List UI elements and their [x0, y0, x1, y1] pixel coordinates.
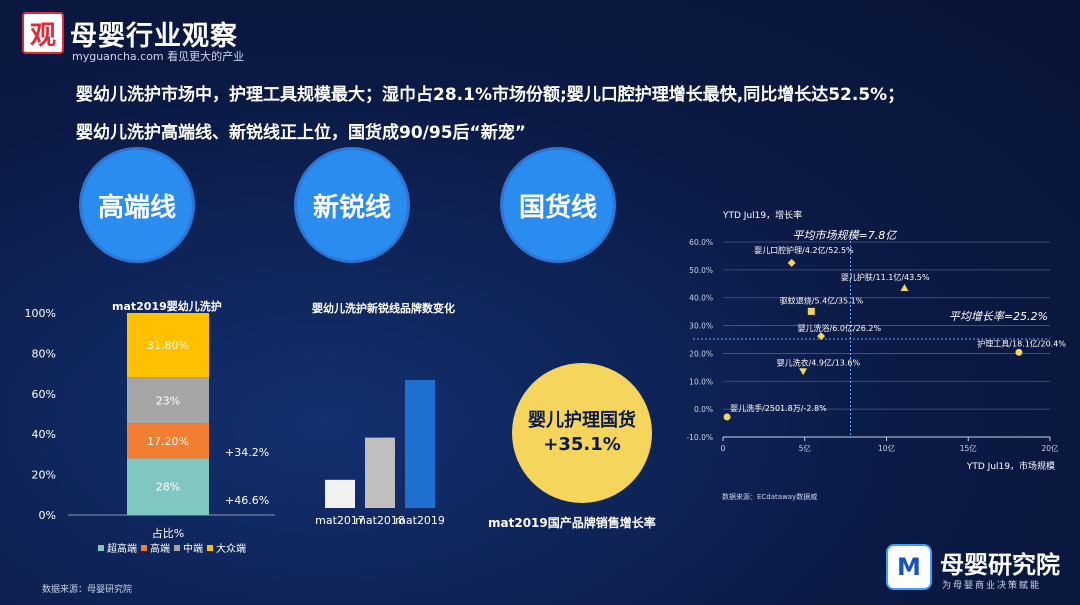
scatter-point-label: 婴儿口腔护理/4.2亿/52.5% [754, 245, 854, 255]
scatter-point-diamond [787, 258, 796, 267]
growth-label-high: +34.2% [225, 446, 270, 459]
legend-label: 大众端 [216, 542, 246, 555]
scatter-point-label: 婴儿洗浴/6.0亿/26.2% [798, 323, 882, 333]
segment-label: 23% [156, 394, 180, 407]
x-tick-label: mat2018 [355, 514, 405, 527]
institute-logo: M [886, 544, 932, 590]
x-tick-label: 5亿 [799, 443, 812, 453]
legend-label: 中端 [183, 542, 203, 555]
growth-label-super-high: +46.6% [225, 494, 270, 507]
y-tick-label: 20% [32, 469, 56, 482]
y-tick-label: 50.0% [689, 266, 713, 275]
scatter-point-triangle-down [799, 368, 808, 376]
y-tick-label: 40.0% [689, 294, 713, 303]
scatter-point-label: 婴儿洗衣/4.9亿/13.6% [777, 357, 861, 367]
avg-size-label: 平均市场规模=7.8亿 [793, 229, 899, 242]
legend-swatch [141, 545, 147, 551]
x-tick-label: 0 [721, 444, 726, 453]
y-tick-label: 60% [32, 388, 56, 401]
x-tick-label: 15亿 [960, 443, 978, 453]
stacked-segment [127, 458, 209, 515]
y-tick-label: -10.0% [686, 433, 713, 442]
x-tick-label: mat2019 [395, 514, 445, 527]
segment-label: 17.20% [147, 435, 189, 448]
scatter-point-circle [1015, 348, 1023, 356]
x-tick-label: mat2017 [315, 514, 365, 527]
y-tick-label: 0.0% [694, 405, 713, 414]
domestic-line-1: 婴儿护理国货 [528, 410, 636, 431]
y-tick-label: 30.0% [689, 322, 713, 331]
avg-growth-label: 平均增长率=25.2% [949, 310, 1048, 323]
legend-swatch [207, 545, 213, 551]
brand-tagline: myguancha.com 看见更大的产业 [72, 48, 244, 64]
scatter-source: 数据来源：ECdataway数据威 [722, 493, 818, 501]
y-tick-label: 20.0% [689, 349, 713, 358]
stacked-bar-chart: 0% 20% 40% 60% 80% 100% 28% 17.20% 23% 31.80% 占比% 超… [25, 307, 275, 555]
scatter-point-label: 护理工具/18.1亿/20.4% [977, 338, 1066, 348]
y-tick-label: 60.0% [689, 238, 713, 247]
scatter-point-label: 驱蚊退烧/5.4亿/35.1% [780, 295, 864, 305]
legend-swatch [98, 545, 104, 551]
circle-domestic: 国货线 [503, 150, 613, 260]
newbrand-chart-title: 婴幼儿洗护新锐线品牌数变化 [312, 302, 455, 315]
brand-logo: 观 [22, 12, 64, 54]
scatter-point-circle [723, 413, 731, 421]
brand-slogan: 看见更大的产业 [167, 50, 245, 63]
scatter-chart: YTD Jul19，增长率 -10.0% 0.0% 10.0% 20.0% 30.0% 40… [686, 209, 1066, 472]
segment-label: 28% [156, 481, 180, 494]
circle-new-brand: 新锐线 [297, 150, 407, 260]
circle-high-end: 高端线 [82, 150, 192, 260]
brand-count-bar [325, 479, 355, 508]
stacked-segment [127, 423, 209, 459]
domestic-caption: mat2019国产品牌销售增长率 [488, 516, 656, 530]
institute-sub: 为母婴商业决策赋能 [942, 581, 1042, 591]
scatter-y-title: YTD Jul19，增长率 [722, 209, 802, 221]
institute-name: 母婴研究院 [940, 551, 1060, 579]
scatter-point-square [807, 307, 815, 315]
legend-label: 超高端 [107, 542, 137, 555]
brand-count-bar [365, 437, 395, 508]
x-tick-label: 10亿 [878, 443, 896, 453]
domestic-growth-circle: 婴儿护理国货 +35.1% [512, 363, 652, 503]
scatter-point-label: 婴儿洗手/2501.8万/-2.8% [730, 403, 827, 413]
scatter-point-label: 婴儿护肤/11.1亿/43.5% [841, 272, 930, 282]
scatter-point-diamond [817, 332, 826, 341]
y-tick-label: 40% [32, 428, 56, 441]
stacked-source: 数据来源：母婴研究院 [42, 585, 133, 595]
stacked-chart-title: mat2019婴幼儿洗护 [112, 300, 222, 313]
y-tick-label: 100% [25, 307, 56, 320]
x-tick-label: 20亿 [1041, 443, 1059, 453]
segment-label: 31.80% [147, 339, 189, 352]
legend-label: 高端 [150, 542, 170, 555]
domestic-line-2: +35.1% [543, 434, 621, 455]
scatter-point-triangle [900, 283, 909, 291]
brand-name: 母婴行业观察 [70, 21, 238, 52]
brand-url: myguancha.com [72, 50, 164, 63]
stacked-segment [127, 377, 209, 424]
y-tick-label: 10.0% [689, 377, 713, 386]
headline-line-2: 婴幼儿洗护高端线、新锐线正上位，国货成90/95后“新宠” [76, 123, 526, 143]
stacked-segment [127, 313, 209, 378]
legend-swatch [174, 545, 180, 551]
scatter-x-title: YTD Jul19，市场规模 [966, 460, 1055, 472]
y-tick-label: 0% [39, 509, 56, 522]
brand-count-bar [405, 380, 435, 508]
headline-line-1: 婴幼儿洗护市场中，护理工具规模最大；湿巾占28.1%市场份额;婴儿口腔护理增长最… [76, 85, 905, 105]
y-tick-label: 80% [32, 347, 56, 360]
x-axis-label: 占比% [152, 526, 184, 540]
